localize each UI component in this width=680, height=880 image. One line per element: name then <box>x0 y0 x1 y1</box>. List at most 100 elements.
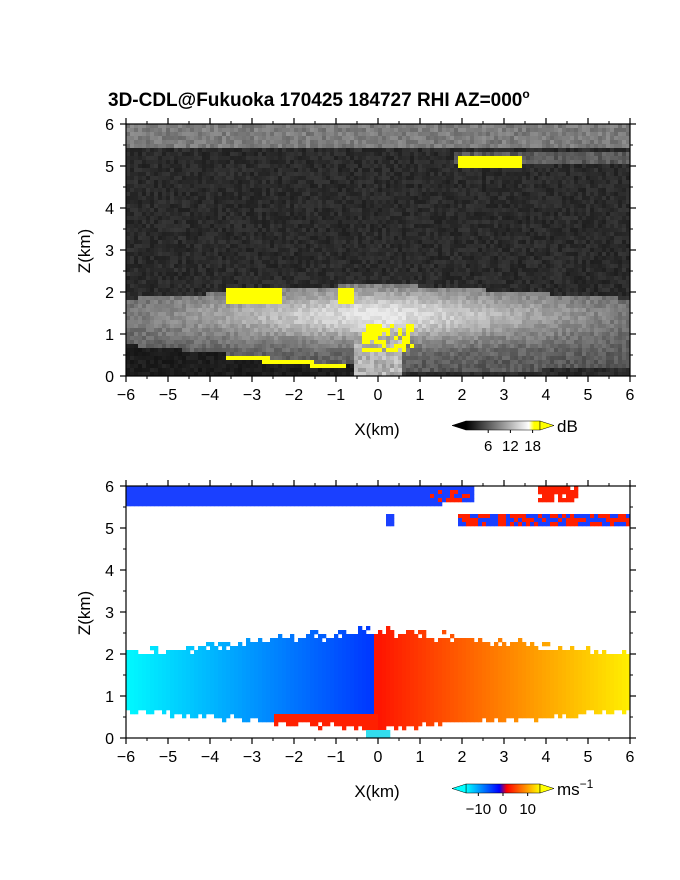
backscatter-cell <box>450 148 455 153</box>
backscatter-cell <box>618 156 623 161</box>
backscatter-cell <box>506 172 511 177</box>
backscatter-cell <box>322 160 327 165</box>
backscatter-cell <box>522 272 527 277</box>
backscatter-cell <box>318 224 323 229</box>
backscatter-cell <box>426 236 431 241</box>
backscatter-cell <box>534 264 539 269</box>
backscatter-cell <box>522 232 527 237</box>
backscatter-cell <box>178 144 183 149</box>
backscatter-cell <box>582 204 587 209</box>
backscatter-cell <box>170 196 175 201</box>
backscatter-cell <box>510 272 515 277</box>
backscatter-cell <box>174 152 179 157</box>
backscatter-cell <box>518 192 523 197</box>
backscatter-cell <box>538 232 543 237</box>
backscatter-cell <box>402 228 407 233</box>
backscatter-cell <box>270 240 275 245</box>
backscatter-cell <box>590 268 595 273</box>
backscatter-cell <box>182 168 187 173</box>
backscatter-cell <box>562 260 567 265</box>
backscatter-cell <box>138 192 143 197</box>
backscatter-cell <box>574 132 579 137</box>
backscatter-cell <box>358 176 363 181</box>
backscatter-cell <box>534 200 539 205</box>
backscatter-cell <box>286 268 291 273</box>
backscatter-cell <box>134 188 139 193</box>
backscatter-cell <box>558 204 563 209</box>
backscatter-cell <box>394 260 399 265</box>
backscatter-cell <box>346 156 351 161</box>
backscatter-cell <box>370 184 375 189</box>
backscatter-cell <box>454 188 459 193</box>
backscatter-cell <box>518 136 523 141</box>
backscatter-cell <box>166 128 171 133</box>
backscatter-cell <box>290 128 295 133</box>
backscatter-cell <box>522 216 527 221</box>
backscatter-cell <box>454 216 459 221</box>
backscatter-cell <box>554 220 559 225</box>
backscatter-cell <box>406 124 411 129</box>
backscatter-cell <box>410 180 415 185</box>
backscatter-cell <box>278 276 283 281</box>
backscatter-cell <box>578 172 583 177</box>
backscatter-cell <box>542 200 547 205</box>
backscatter-cell <box>350 132 355 137</box>
backscatter-cell <box>182 152 187 157</box>
backscatter-cell <box>498 144 503 149</box>
backscatter-cell <box>422 180 427 185</box>
backscatter-cell <box>566 184 571 189</box>
backscatter-cell <box>386 276 391 281</box>
backscatter-cell <box>506 216 511 221</box>
backscatter-cell <box>138 208 143 213</box>
backscatter-cell <box>194 144 199 149</box>
backscatter-cell <box>546 128 551 133</box>
backscatter-cell <box>342 168 347 173</box>
backscatter-cell <box>166 200 171 205</box>
backscatter-cell <box>286 164 291 169</box>
backscatter-cell <box>226 248 231 253</box>
backscatter-cell <box>494 228 499 233</box>
backscatter-cell <box>526 180 531 185</box>
backscatter-cell <box>574 228 579 233</box>
backscatter-cell <box>482 140 487 145</box>
backscatter-cell <box>330 228 335 233</box>
backscatter-cell <box>386 268 391 273</box>
backscatter-cell <box>298 276 303 281</box>
backscatter-cell <box>126 192 131 197</box>
backscatter-cell <box>218 216 223 221</box>
backscatter-cell <box>174 168 179 173</box>
backscatter-cell <box>538 172 543 177</box>
backscatter-cell <box>490 220 495 225</box>
backscatter-cell <box>330 276 335 281</box>
backscatter-cell <box>130 132 135 137</box>
backscatter-cell <box>202 212 207 217</box>
backscatter-cell <box>482 264 487 269</box>
backscatter-cell <box>358 124 363 129</box>
backscatter-cell <box>306 136 311 141</box>
backscatter-cell <box>222 128 227 133</box>
backscatter-cell <box>370 140 375 145</box>
backscatter-cell <box>378 140 383 145</box>
backscatter-cell <box>514 188 519 193</box>
backscatter-cell <box>398 216 403 221</box>
backscatter-cell <box>622 156 627 161</box>
backscatter-cell <box>222 248 227 253</box>
backscatter-cell <box>614 208 619 213</box>
backscatter-cell <box>330 156 335 161</box>
backscatter-cell <box>366 252 371 257</box>
backscatter-cell <box>258 264 263 269</box>
backscatter-cell <box>238 248 243 253</box>
backscatter-cell <box>574 136 579 141</box>
backscatter-cell <box>550 164 555 169</box>
backscatter-cell <box>186 260 191 265</box>
backscatter-cell <box>290 196 295 201</box>
backscatter-cell <box>262 236 267 241</box>
backscatter-cell <box>530 124 535 129</box>
backscatter-cell <box>458 236 463 241</box>
backscatter-cell <box>378 224 383 229</box>
backscatter-cell <box>286 260 291 265</box>
backscatter-cell <box>454 164 459 169</box>
backscatter-cell <box>370 148 375 153</box>
backscatter-cell <box>246 168 251 173</box>
backscatter-cell <box>562 184 567 189</box>
